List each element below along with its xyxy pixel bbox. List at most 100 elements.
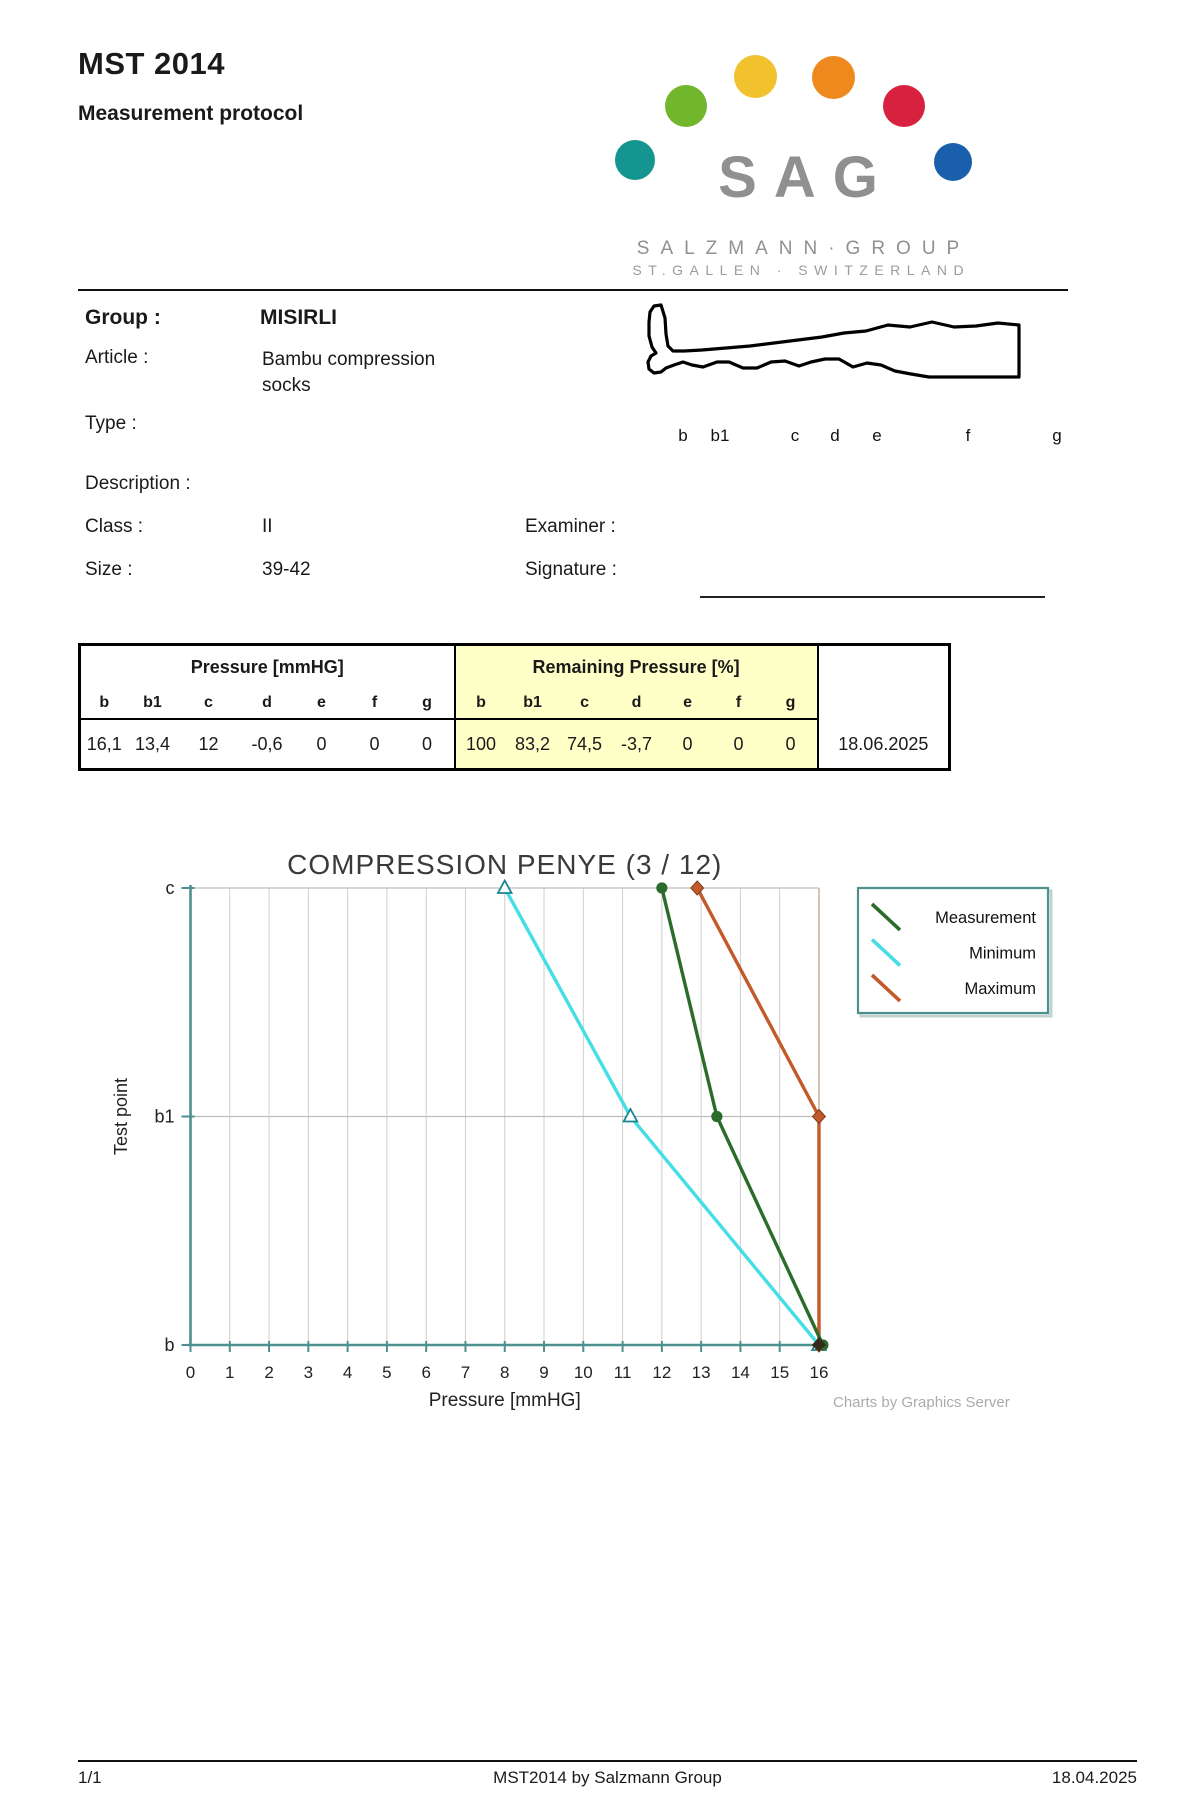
class-value: II <box>262 516 273 537</box>
x-tick-label: 6 <box>421 1363 430 1382</box>
signature-label: Signature : <box>525 559 617 580</box>
x-tick-label: 15 <box>770 1363 789 1382</box>
pressure-cell: 16,1 <box>79 718 128 770</box>
field-size: Size : 39-42 <box>85 559 311 581</box>
remaining-cell: e <box>662 688 713 719</box>
footer-date: 18.04.2025 <box>1051 1768 1137 1787</box>
pressure-cell: 13,4 <box>127 718 178 770</box>
logo-acronym: SAG <box>718 145 895 210</box>
y-tick-label: b1 <box>154 1107 174 1127</box>
legend-label: Measurement <box>935 909 1036 927</box>
y-tick-label: c <box>166 878 175 898</box>
remaining-header: Remaining Pressure [%] <box>453 644 818 688</box>
remaining-cell: 0 <box>764 718 818 770</box>
sock-diagram: b b1 c d e f g <box>646 303 1062 445</box>
field-group: Group : MISIRLI <box>85 306 337 330</box>
x-axis-label: Pressure [mmHG] <box>429 1390 581 1411</box>
x-tick-label: 12 <box>652 1363 671 1382</box>
logo-dot <box>883 85 925 127</box>
x-tick-label: 2 <box>264 1363 273 1382</box>
type-label: Type : <box>85 413 137 434</box>
table-header-row: Pressure [mmHG] Remaining Pressure [%] 1… <box>80 644 950 770</box>
remaining-cell: b <box>453 688 507 719</box>
table-date: 18.06.2025 <box>816 644 950 770</box>
footer: 1/1 MST2014 by Salzmann Group 18.04.2025 <box>78 1768 1137 1788</box>
legend-label: Maximum <box>964 980 1036 998</box>
signature-line <box>700 596 1045 598</box>
measurement-marker <box>656 882 668 894</box>
remaining-cell: 100 <box>453 718 507 770</box>
logo-group-line: SALZMANN·GROUP <box>636 238 971 259</box>
article-value: Bambu compression socks <box>262 349 436 396</box>
table-columns-row: b b1 c d e f g b b1 c d e f g <box>80 688 950 719</box>
pressure-table-wrap: Pressure [mmHG] Remaining Pressure [%] 1… <box>78 643 952 771</box>
page-subtitle: Measurement protocol <box>78 102 304 125</box>
logo-dot <box>665 85 707 127</box>
maximum-marker <box>811 1108 827 1125</box>
group-label: Group : <box>85 306 161 329</box>
sock-point-label: b <box>678 426 687 445</box>
chart-watermark: Charts by Graphics Server <box>833 1394 1010 1411</box>
remaining-cell: b1 <box>506 688 559 719</box>
x-tick-label: 11 <box>614 1363 632 1382</box>
class-label: Class : <box>85 516 144 537</box>
x-tick-label: 10 <box>574 1363 593 1382</box>
remaining-cell: -3,7 <box>610 718 663 770</box>
x-tick-label: 5 <box>382 1363 391 1382</box>
page-title: MST 2014 <box>78 46 226 81</box>
x-tick-label: 13 <box>692 1363 711 1382</box>
legend-box <box>856 886 1050 1015</box>
sock-point-label: f <box>966 426 971 445</box>
article-label: Article : <box>85 347 149 368</box>
header-divider <box>78 289 1068 291</box>
pressure-cell: 0 <box>294 718 349 770</box>
pressure-cell: -0,6 <box>239 718 295 770</box>
remaining-cell: 74,5 <box>558 718 611 770</box>
x-tick-label: 8 <box>500 1363 509 1382</box>
description-label: Description : <box>85 473 191 494</box>
sock-point-label: g <box>1052 426 1061 445</box>
remaining-cell: 83,2 <box>506 718 559 770</box>
pressure-cell: 0 <box>348 718 401 770</box>
logo-dot <box>934 143 972 181</box>
x-tick-label: 3 <box>304 1363 313 1382</box>
field-type: Type : <box>85 413 262 435</box>
remaining-cell: c <box>558 688 611 719</box>
logo-dot <box>734 55 777 98</box>
pressure-cell: e <box>317 694 326 711</box>
x-tick-label: 16 <box>810 1363 829 1382</box>
sag-logo: SAG SALZMANN·GROUP ST.GALLEN · SWITZERLA… <box>598 40 998 290</box>
footer-page-number: 1/1 <box>78 1768 102 1787</box>
legend-label: Minimum <box>969 945 1036 963</box>
remaining-cell: 0 <box>662 718 713 770</box>
pressure-cell: 0 <box>400 718 455 770</box>
logo-dot <box>615 140 655 180</box>
y-axis-label: Test point <box>111 1078 131 1155</box>
group-value: MISIRLI <box>260 306 337 329</box>
x-tick-label: 14 <box>731 1363 750 1382</box>
logo-dot <box>812 56 855 99</box>
footer-center-text: MST2014 by Salzmann Group <box>493 1768 722 1787</box>
pressure-cell: f <box>371 694 378 711</box>
chart-title: COMPRESSION PENYE (3 / 12) <box>287 849 722 880</box>
sock-point-label: e <box>872 426 881 445</box>
legend-swatch <box>870 973 902 1003</box>
measurement-marker <box>711 1110 723 1123</box>
maximum-marker <box>690 880 705 896</box>
pressure-cell: c <box>204 694 213 711</box>
minimum-marker <box>622 1107 639 1123</box>
examiner-label: Examiner : <box>525 516 616 537</box>
field-description: Description : <box>85 473 262 495</box>
convergence-marker <box>811 1337 826 1351</box>
logo-location-line: ST.GALLEN · SWITZERLAND <box>632 262 971 278</box>
sock-outline <box>646 303 1021 379</box>
field-class: Class : II <box>85 516 273 538</box>
legend-swatch <box>870 902 902 932</box>
pressure-cell: g <box>422 694 432 711</box>
size-value: 39-42 <box>262 559 311 580</box>
pressure-table: Pressure [mmHG] Remaining Pressure [%] 1… <box>78 643 952 771</box>
sock-point-label: d <box>830 426 839 445</box>
sock-point-label: c <box>791 426 800 445</box>
pressure-cell: d <box>262 694 272 711</box>
